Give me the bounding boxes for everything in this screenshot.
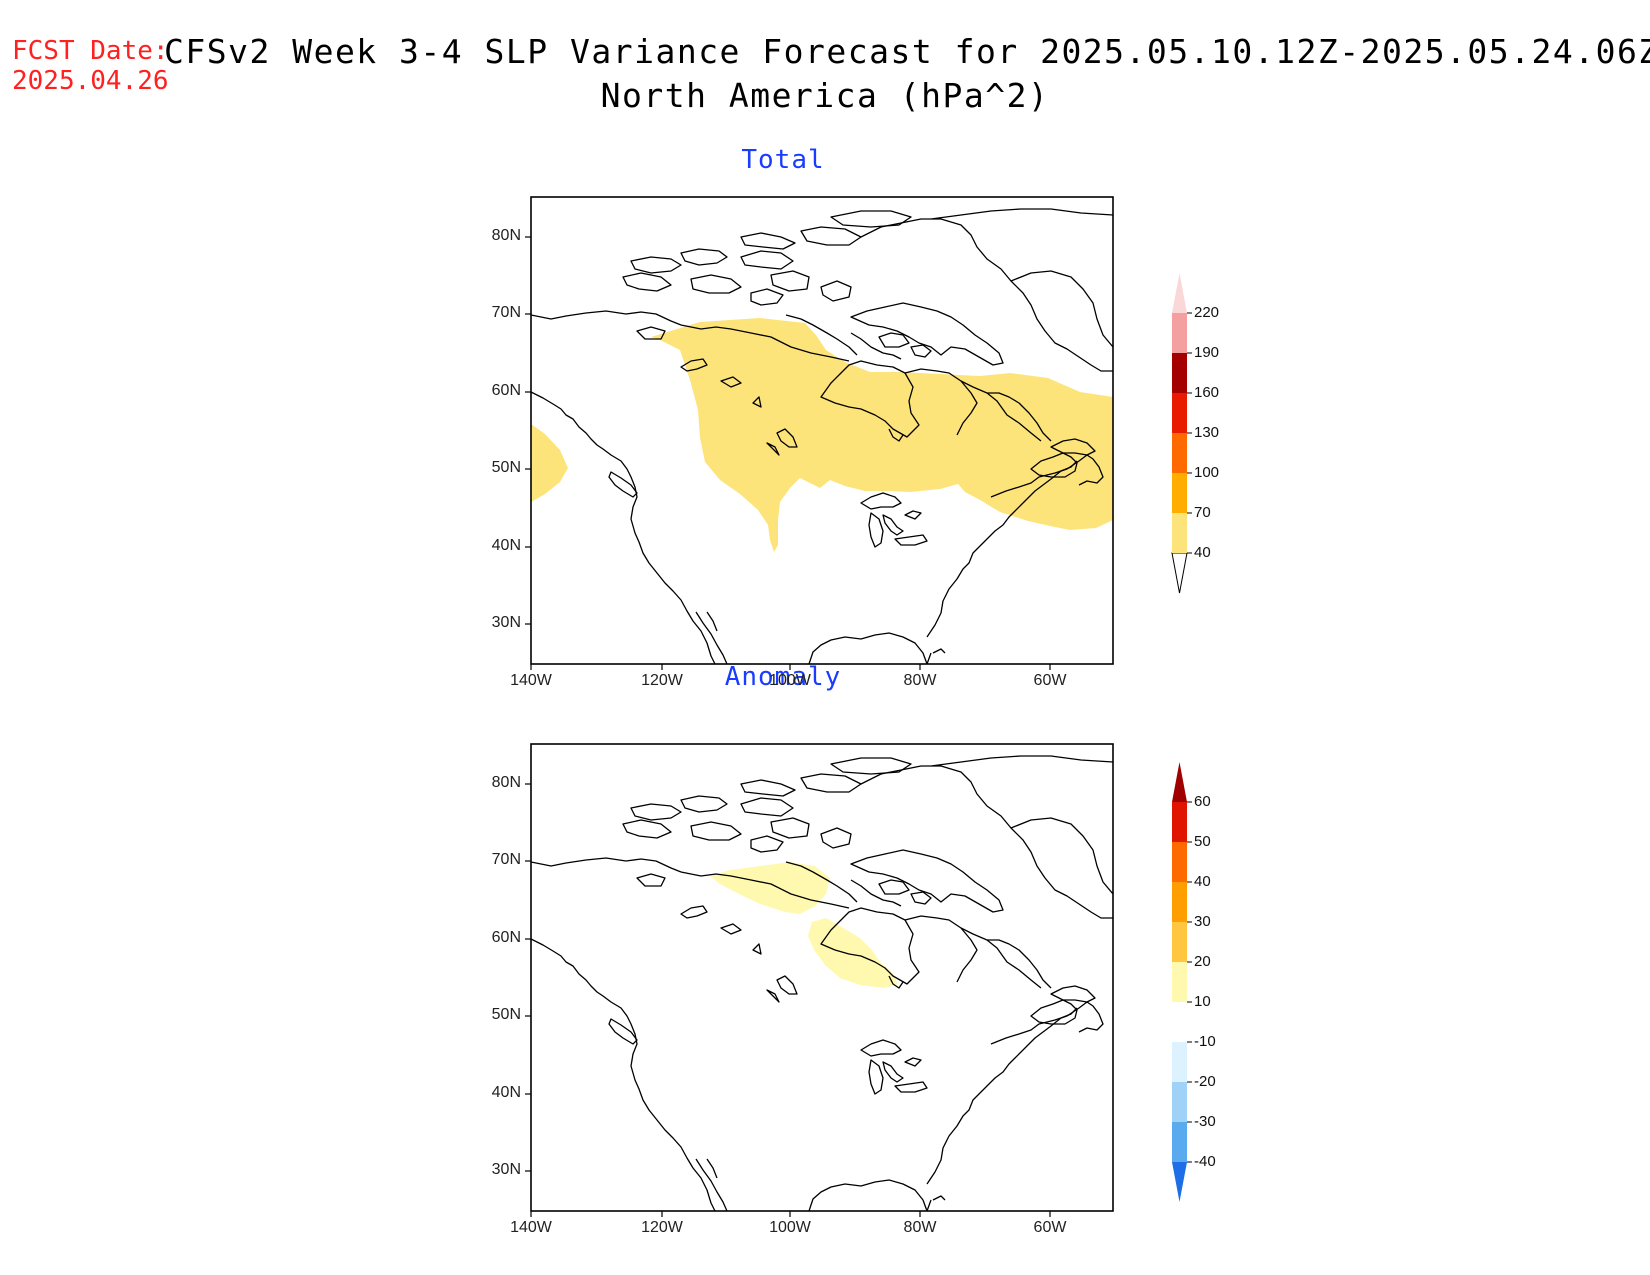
colorbar-segment — [1172, 473, 1187, 513]
lon-tick-label: 140W — [510, 1219, 552, 1236]
colorbar-segment — [1172, 1002, 1187, 1042]
colorbar-label: -10 — [1194, 1033, 1216, 1050]
colorbar-label: -20 — [1194, 1073, 1216, 1090]
colorbar-label: 40 — [1194, 544, 1211, 561]
colorbar-label: 160 — [1194, 384, 1220, 401]
colorbar-segment — [1172, 962, 1187, 1002]
region-subtitle: North America (hPa^2) — [600, 76, 1050, 115]
colorbar-label: 10 — [1194, 993, 1211, 1010]
colorbar-segment — [1172, 513, 1187, 553]
colorbar-segment — [1172, 353, 1187, 393]
total-shaded-canada — [651, 318, 1113, 552]
total-shading — [531, 318, 1113, 552]
map-panel-anomaly — [530, 743, 1114, 1212]
colorbar-bottom-arrow — [1172, 1162, 1187, 1202]
forecast-date-value: 2025.04.26 — [12, 66, 169, 96]
colorbar-label: 130 — [1194, 424, 1220, 441]
panel-title-total: Total — [741, 145, 825, 175]
lon-tick-label: 100W — [769, 1219, 811, 1236]
anomaly-shading — [710, 862, 898, 988]
colorbar-bottom-arrow — [1171, 552, 1188, 594]
total-shaded-gulf-of-alaska — [531, 424, 568, 502]
lon-tick-label: 60W — [1033, 672, 1067, 689]
lat-tick-label: 30N — [491, 1161, 521, 1178]
colorbar-top-arrow — [1172, 273, 1187, 313]
colorbar-segment — [1172, 313, 1187, 353]
anomaly-shaded-west-hudson-bay — [808, 918, 898, 988]
colorbar-segment — [1172, 433, 1187, 473]
forecast-date-label: FCST Date: — [12, 36, 169, 66]
colorbar-label: 60 — [1194, 793, 1211, 810]
colorbar-label: 190 — [1194, 344, 1220, 361]
lat-tick-label: 60N — [491, 929, 521, 946]
colorbar-anomaly — [1172, 762, 1192, 1202]
anomaly-shaded-arctic-coast — [710, 862, 830, 914]
colorbar-segment — [1172, 842, 1187, 882]
lat-tick-label: 70N — [491, 304, 521, 321]
colorbar-label: 20 — [1194, 953, 1211, 970]
lon-tick-label: 80W — [903, 1219, 937, 1236]
lat-tick-label: 60N — [491, 382, 521, 399]
lon-tick-label: 80W — [903, 672, 937, 689]
colorbar-label: -30 — [1194, 1113, 1216, 1130]
colorbar-top-arrow — [1172, 762, 1187, 802]
colorbar-segment — [1172, 1122, 1187, 1162]
colorbar-segment — [1172, 1082, 1187, 1122]
lat-tick-label: 30N — [491, 614, 521, 631]
lat-tick-label: 50N — [491, 1006, 521, 1023]
colorbar-segment — [1172, 922, 1187, 962]
lon-tick-label: 100W — [769, 672, 811, 689]
lon-tick-label: 120W — [641, 672, 683, 689]
map-frame-anomaly — [530, 743, 1114, 1212]
lat-tick-label: 80N — [491, 774, 521, 791]
colorbar-label: 70 — [1194, 504, 1211, 521]
colorbar-label: 40 — [1194, 873, 1211, 890]
lat-tick-label: 50N — [491, 459, 521, 476]
colorbar-segment — [1172, 1042, 1187, 1082]
colorbar-label: 30 — [1194, 913, 1211, 930]
colorbar-label: 100 — [1194, 464, 1220, 481]
lon-tick-label: 120W — [641, 1219, 683, 1236]
colorbar-segment — [1172, 882, 1187, 922]
colorbar-total — [1171, 273, 1192, 594]
lat-tick-label: 40N — [491, 1084, 521, 1101]
map-panel-total — [530, 196, 1114, 665]
panel-title-anomaly: Anomaly — [724, 662, 842, 692]
colorbar-label: 220 — [1194, 304, 1220, 321]
colorbar-label: 50 — [1194, 833, 1211, 850]
colorbar-segment — [1172, 393, 1187, 433]
lon-tick-label: 140W — [510, 672, 552, 689]
main-title: CFSv2 Week 3-4 SLP Variance Forecast for… — [164, 32, 1650, 71]
lat-tick-label: 80N — [491, 227, 521, 244]
lat-tick-label: 40N — [491, 537, 521, 554]
lat-tick-label: 70N — [491, 851, 521, 868]
colorbar-label: -40 — [1194, 1153, 1216, 1170]
lon-tick-label: 60W — [1033, 1219, 1067, 1236]
colorbar-segment — [1172, 802, 1187, 842]
map-frame-total — [530, 196, 1114, 665]
